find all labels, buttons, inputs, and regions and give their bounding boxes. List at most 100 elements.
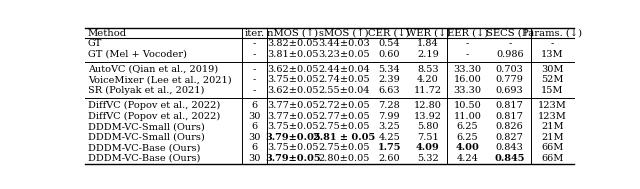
Text: 6: 6	[252, 122, 257, 131]
Text: -: -	[253, 39, 256, 48]
Text: 4.25: 4.25	[378, 133, 400, 142]
Text: -: -	[466, 50, 469, 59]
Text: 123M: 123M	[538, 112, 567, 121]
Text: DDDM-VC-Small (Ours): DDDM-VC-Small (Ours)	[88, 133, 205, 142]
Text: 15M: 15M	[541, 86, 564, 95]
Text: 16.00: 16.00	[454, 75, 481, 84]
Text: 4.09: 4.09	[416, 143, 440, 152]
Text: 0.703: 0.703	[496, 65, 524, 74]
Text: 1.84: 1.84	[417, 39, 438, 48]
Text: 5.34: 5.34	[378, 65, 400, 74]
Text: 2.80±0.05: 2.80±0.05	[319, 154, 370, 163]
Text: -: -	[466, 39, 469, 48]
Text: 66M: 66M	[541, 143, 564, 152]
Text: 3.82±0.05: 3.82±0.05	[267, 39, 319, 48]
Text: 12.80: 12.80	[414, 101, 442, 110]
Text: 0.817: 0.817	[496, 101, 524, 110]
Text: AutoVC (Qian et al., 2019): AutoVC (Qian et al., 2019)	[88, 65, 218, 74]
Text: -: -	[253, 75, 256, 84]
Text: 3.81±0.05: 3.81±0.05	[267, 50, 319, 59]
Text: 10.50: 10.50	[454, 101, 481, 110]
Text: 13.92: 13.92	[414, 112, 442, 121]
Text: 1.75: 1.75	[378, 143, 401, 152]
Text: 0.817: 0.817	[496, 112, 524, 121]
Text: 6.63: 6.63	[378, 86, 400, 95]
Text: 0.693: 0.693	[496, 86, 524, 95]
Text: 5.32: 5.32	[417, 154, 438, 163]
Text: GT (Mel + Vocoder): GT (Mel + Vocoder)	[88, 50, 187, 59]
Text: 6.25: 6.25	[457, 133, 479, 142]
Text: 3.75±0.05: 3.75±0.05	[267, 122, 319, 131]
Text: 3.77±0.05: 3.77±0.05	[267, 101, 319, 110]
Text: 0.826: 0.826	[496, 122, 524, 131]
Text: 21M: 21M	[541, 133, 564, 142]
Text: 8.53: 8.53	[417, 65, 438, 74]
Text: DDDM-VC-Base (Ours): DDDM-VC-Base (Ours)	[88, 154, 200, 163]
Text: 66M: 66M	[541, 154, 564, 163]
Text: 2.77±0.05: 2.77±0.05	[318, 112, 370, 121]
Text: 30: 30	[248, 154, 260, 163]
Text: WER (↓): WER (↓)	[406, 29, 450, 38]
Text: 33.30: 33.30	[454, 65, 482, 74]
Text: 3.77±0.05: 3.77±0.05	[267, 112, 319, 121]
Text: -: -	[253, 86, 256, 95]
Text: 3.79±0.05: 3.79±0.05	[265, 154, 321, 163]
Text: 0.827: 0.827	[496, 133, 524, 142]
Text: 30: 30	[248, 133, 260, 142]
Text: 4.00: 4.00	[456, 143, 479, 152]
Text: 2.75±0.05: 2.75±0.05	[319, 143, 370, 152]
Text: 2.55±0.04: 2.55±0.04	[319, 86, 370, 95]
Text: 52M: 52M	[541, 75, 564, 84]
Text: 2.19: 2.19	[417, 50, 438, 59]
Text: nMOS (↑): nMOS (↑)	[267, 29, 318, 38]
Text: 3.75±0.05: 3.75±0.05	[267, 143, 319, 152]
Text: 30: 30	[248, 112, 260, 121]
Text: 3.62±0.05: 3.62±0.05	[267, 86, 319, 95]
Text: 0.779: 0.779	[496, 75, 524, 84]
Text: VoiceMixer (Lee et al., 2021): VoiceMixer (Lee et al., 2021)	[88, 75, 232, 84]
Text: 2.60: 2.60	[378, 154, 400, 163]
Text: 3.23±0.05: 3.23±0.05	[318, 50, 370, 59]
Text: DiffVC (Popov et al., 2022): DiffVC (Popov et al., 2022)	[88, 101, 220, 110]
Text: 2.81 ± 0.05: 2.81 ± 0.05	[313, 133, 375, 142]
Text: sMOS (↑): sMOS (↑)	[319, 29, 369, 38]
Text: CER (↓): CER (↓)	[369, 29, 410, 38]
Text: -: -	[253, 50, 256, 59]
Text: 0.60: 0.60	[378, 50, 400, 59]
Text: 0.986: 0.986	[496, 50, 524, 59]
Text: 0.845: 0.845	[495, 154, 525, 163]
Text: 33.30: 33.30	[454, 86, 482, 95]
Text: 6: 6	[252, 143, 257, 152]
Text: 3.75±0.05: 3.75±0.05	[267, 75, 319, 84]
Text: 21M: 21M	[541, 122, 564, 131]
Text: 4.20: 4.20	[417, 75, 438, 84]
Text: 7.28: 7.28	[378, 101, 400, 110]
Text: 0.843: 0.843	[496, 143, 524, 152]
Text: EER (↓): EER (↓)	[447, 29, 488, 38]
Text: 0.54: 0.54	[378, 39, 400, 48]
Text: GT: GT	[88, 39, 102, 48]
Text: 7.99: 7.99	[378, 112, 400, 121]
Text: 3.44±0.03: 3.44±0.03	[318, 39, 370, 48]
Text: -: -	[253, 65, 256, 74]
Text: SECS (↑): SECS (↑)	[486, 29, 534, 38]
Text: 11.72: 11.72	[414, 86, 442, 95]
Text: SR (Polyak et al., 2021): SR (Polyak et al., 2021)	[88, 86, 204, 95]
Text: -: -	[551, 39, 554, 48]
Text: DiffVC (Popov et al., 2022): DiffVC (Popov et al., 2022)	[88, 112, 220, 121]
Text: 2.44±0.04: 2.44±0.04	[318, 65, 370, 74]
Text: -: -	[508, 39, 511, 48]
Text: 4.24: 4.24	[457, 154, 479, 163]
Text: 3.25: 3.25	[378, 122, 400, 131]
Text: 2.74±0.05: 2.74±0.05	[318, 75, 370, 84]
Text: 11.00: 11.00	[454, 112, 481, 121]
Text: 3.79±0.05: 3.79±0.05	[265, 133, 321, 142]
Text: DDDM-VC-Small (Ours): DDDM-VC-Small (Ours)	[88, 122, 205, 131]
Text: 3.62±0.05: 3.62±0.05	[267, 65, 319, 74]
Text: iter.: iter.	[244, 29, 264, 38]
Text: 2.39: 2.39	[378, 75, 400, 84]
Text: Params. (↓): Params. (↓)	[522, 29, 582, 38]
Text: DDDM-VC-Base (Ours): DDDM-VC-Base (Ours)	[88, 143, 200, 152]
Text: 6: 6	[252, 101, 257, 110]
Text: 2.75±0.05: 2.75±0.05	[319, 122, 370, 131]
